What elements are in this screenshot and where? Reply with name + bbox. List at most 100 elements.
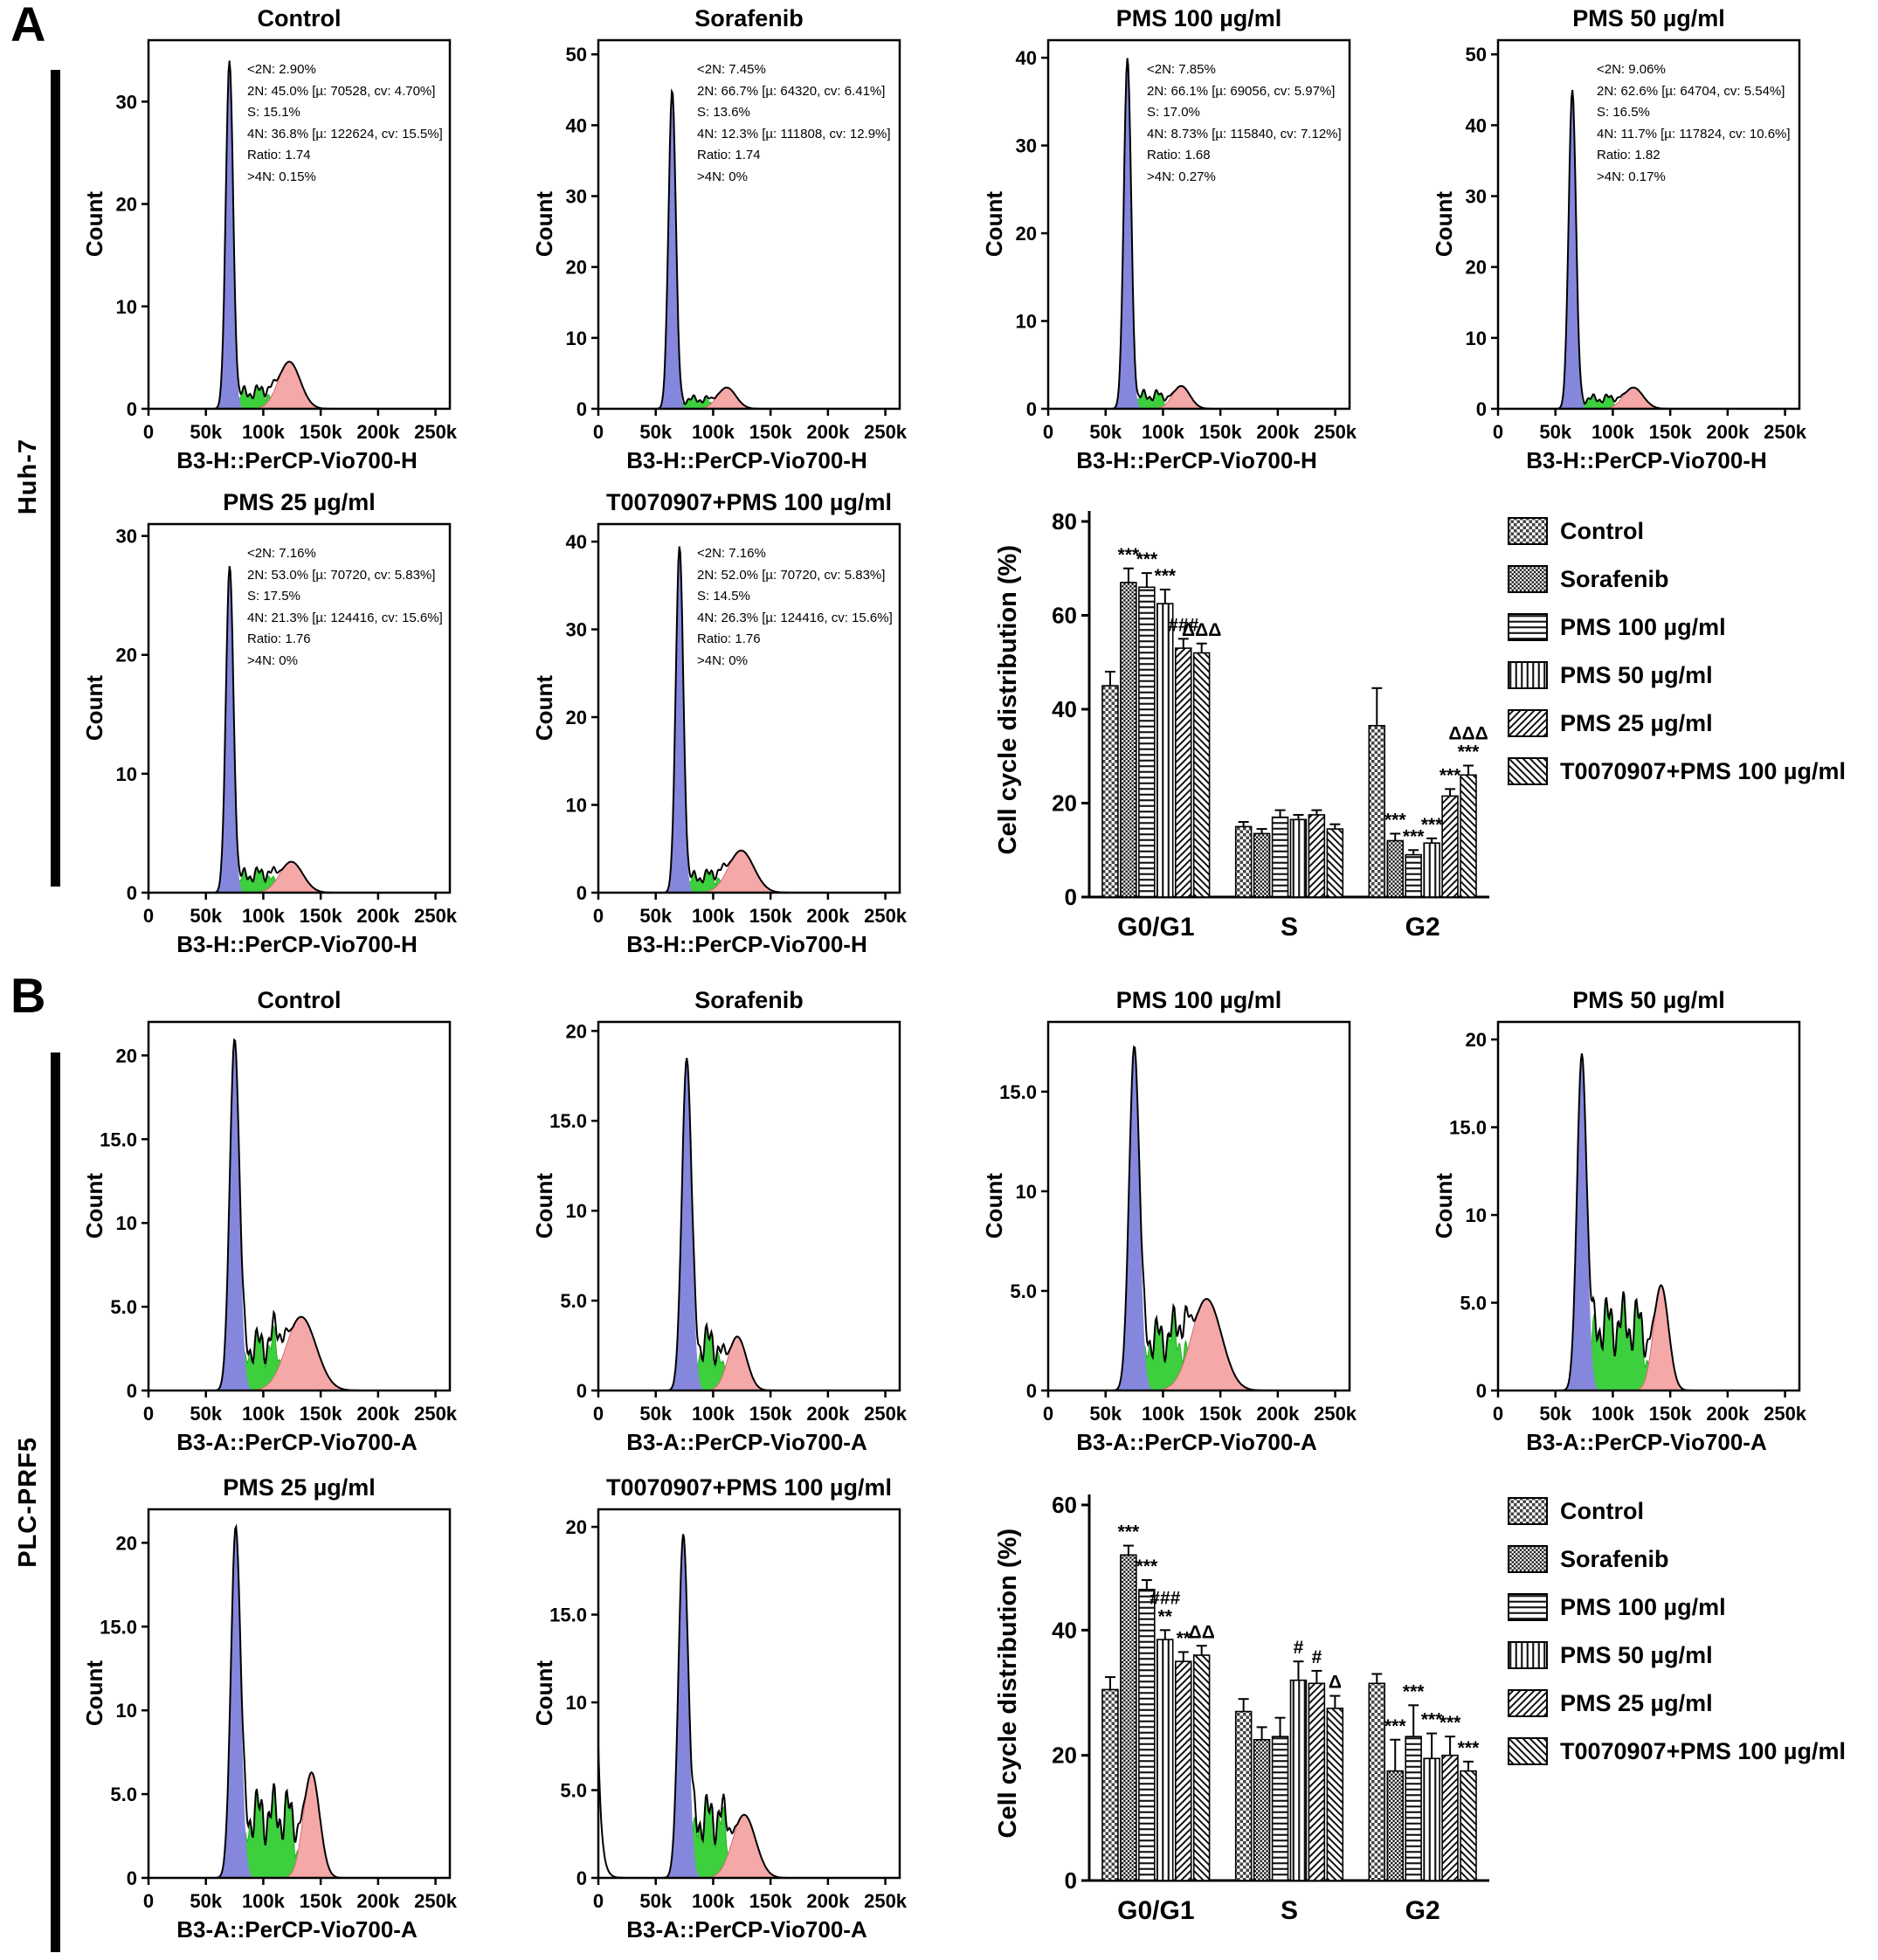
pattern-swatch-icon [1508, 1737, 1548, 1765]
svg-text:150k: 150k [749, 421, 793, 443]
svg-text:50k: 50k [190, 1403, 222, 1425]
svg-text:20: 20 [566, 1020, 587, 1042]
svg-text:0: 0 [1493, 1403, 1503, 1425]
svg-text:0: 0 [127, 1380, 137, 1402]
svg-text:150k: 150k [1649, 1403, 1693, 1425]
svg-text:10: 10 [116, 296, 137, 318]
pattern-swatch-icon [1508, 757, 1548, 785]
svg-text:G2: G2 [1405, 913, 1440, 942]
svg-text:***: *** [1421, 1710, 1443, 1730]
histogram-b-sorafenib: Sorafenib Count 0 5.0 10 15.0 20 0 50k 100k 150k… [524, 987, 965, 1469]
svg-text:250k: 250k [1314, 1403, 1357, 1425]
chart-title: PMS 50 µg/ml [1572, 5, 1725, 31]
svg-text:10: 10 [1466, 328, 1487, 349]
svg-text:5.0: 5.0 [560, 1290, 587, 1312]
svg-text:***: *** [1440, 1713, 1461, 1733]
svg-text:ΔΔΔ: ΔΔΔ [1182, 620, 1221, 640]
x-axis-label: B3-H::PerCP-Vio700-H [1526, 447, 1767, 473]
svg-text:S: S [1281, 913, 1298, 942]
svg-text:250k: 250k [1764, 421, 1807, 443]
legend-item-sorafenib: Sorafenib [1508, 1538, 1878, 1580]
svg-text:***: *** [1155, 566, 1177, 586]
svg-text:15.0: 15.0 [100, 1128, 137, 1150]
svg-text:***: *** [1118, 545, 1140, 565]
svg-text:200k: 200k [806, 1403, 850, 1425]
histogram-a-control: Control Count <2N: 2.90% 2N: 45.0% [µ: 7… [74, 5, 515, 487]
x-axis-label: B3-H::PerCP-Vio700-H [176, 447, 418, 473]
pattern-swatch-icon [1508, 613, 1548, 641]
svg-text:10: 10 [1016, 311, 1037, 333]
svg-text:0: 0 [1026, 1380, 1037, 1402]
svg-text:0: 0 [143, 1890, 154, 1912]
svg-text:100k: 100k [1591, 421, 1635, 443]
svg-text:10: 10 [116, 1212, 137, 1234]
histogram-b-t0070907-pms100: T0070907+PMS 100 µg/ml Count 0 5.0 10 15.0 2… [524, 1474, 965, 1957]
svg-text:Δ: Δ [1329, 1673, 1342, 1693]
svg-text:100k: 100k [1142, 421, 1185, 443]
svg-text:###: ### [1150, 1588, 1180, 1608]
histogram-plot: 0 10 20 30 0 50k 100k 150k 200k 250k [116, 522, 458, 927]
svg-text:100k: 100k [692, 1403, 735, 1425]
svg-text:50k: 50k [1089, 1403, 1122, 1425]
legend-label: Sorafenib [1560, 1545, 1669, 1572]
svg-text:***: *** [1136, 1556, 1158, 1577]
legend-item-pms25: PMS 25 µg/ml [1508, 702, 1878, 744]
svg-text:10: 10 [566, 328, 587, 349]
svg-text:0: 0 [127, 882, 137, 904]
svg-text:0: 0 [577, 882, 587, 904]
svg-text:10: 10 [566, 1200, 587, 1222]
histogram-plot: 0 5.0 10 15.0 20 0 50k 100k 150k 200k 250k [1449, 1020, 1807, 1425]
x-axis-label: B3-A::PerCP-Vio700-A [176, 1429, 418, 1455]
histogram-a-pms100: PMS 100 µg/ml Count <2N: 7.85% 2N: 66.1%… [974, 5, 1415, 487]
svg-text:60: 60 [1052, 603, 1077, 629]
panel-a-label: A [10, 0, 46, 52]
svg-text:5.0: 5.0 [560, 1780, 587, 1802]
svg-text:200k: 200k [356, 1890, 400, 1912]
chart-title: PMS 100 µg/ml [1115, 987, 1282, 1013]
histogram-plot: 0 5.0 10 15.0 0 50k 100k 150k 200k 250k [999, 1020, 1357, 1425]
chart-title: Control [257, 5, 342, 31]
svg-text:60: 60 [1052, 1492, 1077, 1518]
svg-text:20: 20 [1466, 1029, 1487, 1051]
x-axis-label: B3-A::PerCP-Vio700-A [1076, 1429, 1317, 1455]
svg-text:15.0: 15.0 [1449, 1117, 1487, 1139]
legend-item-pms50: PMS 50 µg/ml [1508, 654, 1878, 696]
svg-text:***: *** [1403, 826, 1425, 846]
svg-text:50k: 50k [639, 1890, 672, 1912]
panel-b-row-label: PLC-PRF5 [14, 1437, 42, 1568]
svg-text:20: 20 [1052, 790, 1077, 817]
chart-title: Sorafenib [694, 987, 804, 1013]
svg-text:150k: 150k [749, 905, 793, 927]
pattern-swatch-icon [1508, 709, 1548, 737]
svg-text:0: 0 [593, 1890, 604, 1912]
panel-a-row-label: Huh-7 [14, 438, 42, 515]
legend-item-control: Control [1508, 510, 1878, 552]
svg-text:200k: 200k [806, 905, 850, 927]
barchart-b-cell-cycle: Cell cycle distribution (%) 0 20 40 60 G0/G1… [987, 1474, 1498, 1960]
x-axis-label: B3-H::PerCP-Vio700-H [1076, 447, 1317, 473]
svg-text:20: 20 [116, 1045, 137, 1066]
svg-text:10: 10 [116, 1700, 137, 1722]
chart-title: PMS 25 µg/ml [223, 1474, 376, 1501]
svg-text:50k: 50k [1089, 421, 1122, 443]
svg-text:5.0: 5.0 [110, 1784, 137, 1805]
svg-text:50k: 50k [639, 905, 672, 927]
svg-text:150k: 150k [300, 905, 343, 927]
panel-b-bracket [51, 1052, 60, 1952]
svg-text:20: 20 [566, 707, 587, 728]
svg-text:200k: 200k [356, 421, 400, 443]
svg-text:30: 30 [566, 186, 587, 208]
svg-text:0: 0 [577, 398, 587, 420]
svg-text:20: 20 [1052, 1743, 1077, 1769]
svg-text:15.0: 15.0 [999, 1081, 1037, 1103]
svg-text:***: *** [1384, 810, 1406, 830]
svg-text:200k: 200k [806, 1890, 850, 1912]
histogram-plot: 0 10 20 30 40 50 0 50k 100k 150k 200k 250k [566, 38, 908, 443]
svg-text:250k: 250k [864, 421, 908, 443]
svg-text:0: 0 [1493, 421, 1503, 443]
legend-item-t0070907-pms100: T0070907+PMS 100 µg/ml [1508, 750, 1878, 792]
svg-text:0: 0 [1043, 421, 1053, 443]
svg-text:0: 0 [593, 1403, 604, 1425]
legend-label: T0070907+PMS 100 µg/ml [1560, 1737, 1846, 1764]
